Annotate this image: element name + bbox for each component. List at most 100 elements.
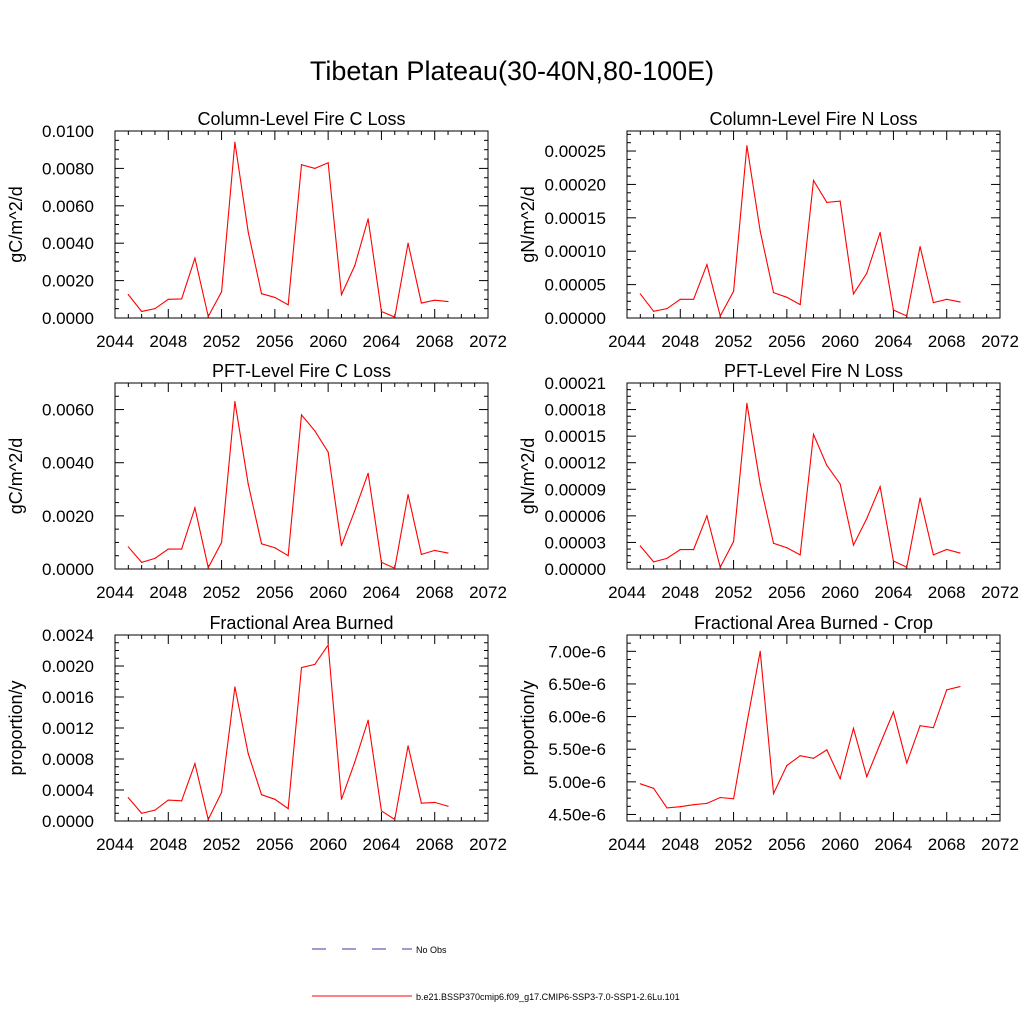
data-point [260,794,263,796]
data-point [394,818,396,821]
data-point [799,755,801,757]
data-point [314,167,316,169]
x-tick-label: 2056 [256,583,294,602]
x-tick-label: 2044 [96,835,134,854]
series-line [640,651,961,809]
legend: No Obs b.e21.BSSP370cmip6.f09_g17.CMIP6-S… [312,945,680,1002]
data-point [799,304,801,306]
x-tick-label: 2064 [363,583,401,602]
data-point [919,497,921,499]
data-point [300,666,303,669]
y-tick-label: 0.00006 [545,507,606,526]
y-tick-label: 0.00015 [545,209,606,228]
y-tick-label: 0.00009 [545,480,606,499]
data-point [892,309,895,311]
data-point [866,272,868,274]
x-tick-label: 2060 [821,332,859,351]
data-point [380,561,383,563]
y-tick-label: 6.50e-6 [548,675,606,694]
data-point [207,315,209,318]
data-point [274,547,276,549]
data-point [434,549,436,552]
data-point [732,798,735,800]
x-tick-label: 2056 [256,332,294,351]
y-tick-label: 0.0016 [42,688,94,707]
data-point [679,298,681,300]
data-point [167,298,169,300]
data-point [260,293,263,295]
data-point [772,542,775,544]
page-title: Tibetan Plateau(30-40N,80-100E) [309,56,715,86]
data-point [367,218,369,220]
data-point [327,162,329,164]
x-tick-label: 2044 [96,332,134,351]
y-tick-label: 0.0004 [42,781,94,800]
data-point [274,798,276,800]
x-tick-label: 2072 [981,835,1019,854]
chart-panel-2: Column-Level Fire N Loss gN/m^2/d 2044 2048… [518,109,1019,351]
y-tick-label: 0.00010 [545,242,606,261]
plot-frame [114,130,489,319]
x-tick-label: 2052 [715,835,753,854]
y-tick-label: 0.00025 [545,142,606,161]
x-tick-label: 2064 [363,835,401,854]
data-point [380,310,383,313]
data-point [314,663,316,666]
y-tick-label: 0.00015 [545,427,606,446]
y-axis-label: proportion/y [518,680,538,775]
y-tick-label: 0.0020 [42,657,94,676]
data-point [247,231,249,233]
data-point [407,242,409,244]
x-tick-label: 2052 [203,583,241,602]
x-tick-label: 2048 [149,835,187,854]
y-tick-label: 0.0060 [42,197,94,216]
data-point [141,561,143,563]
chart-panel-3: PFT-Level Fire C Loss gC/m^2/d 2044 2048 205… [6,361,507,602]
x-tick-label: 2044 [96,583,134,602]
series-line [127,643,449,822]
data-point [693,298,695,300]
plot-frame [114,634,489,822]
data-point [759,650,761,652]
y-tick-label: 0.0000 [42,812,94,831]
y-tick-label: 0.0060 [42,401,94,420]
data-point [679,548,681,551]
data-point [919,725,921,727]
data-point [746,402,748,404]
data-point [732,290,735,292]
x-tick-label: 2044 [608,835,646,854]
data-point [879,486,881,488]
y-axis-label: gC/m^2/d [6,186,26,262]
data-point [892,560,895,562]
data-point [194,507,196,509]
data-point [679,806,681,808]
y-tick-label: 0.0008 [42,750,94,769]
y-tick-label: 0.0012 [42,719,94,738]
data-point [932,727,934,729]
data-point [839,200,841,202]
y-tick-label: 4.50e-6 [548,805,606,824]
x-tick-label: 2052 [715,332,753,351]
data-point [666,308,668,310]
x-tick-label: 2056 [768,583,806,602]
data-point [719,566,721,568]
x-tick-label: 2064 [363,332,401,351]
plot-frame [626,634,1001,822]
panel-title: PFT-Level Fire C Loss [212,361,391,381]
data-point [826,464,828,466]
y-axis-label: gC/m^2/d [6,438,26,514]
x-tick-label: 2056 [256,835,294,854]
x-tick-label: 2056 [768,835,806,854]
y-tick-label: 0.0040 [42,234,94,253]
data-point [746,722,748,724]
panel-title: Fractional Area Burned - Crop [694,613,933,633]
y-tick-label: 0.0000 [42,560,94,579]
data-point [234,141,236,143]
x-tick-label: 2052 [715,583,753,602]
data-point [407,494,409,496]
series-line [127,401,449,570]
x-tick-label: 2048 [661,583,699,602]
data-point [314,430,316,432]
data-point [447,552,449,554]
data-point [653,787,655,789]
